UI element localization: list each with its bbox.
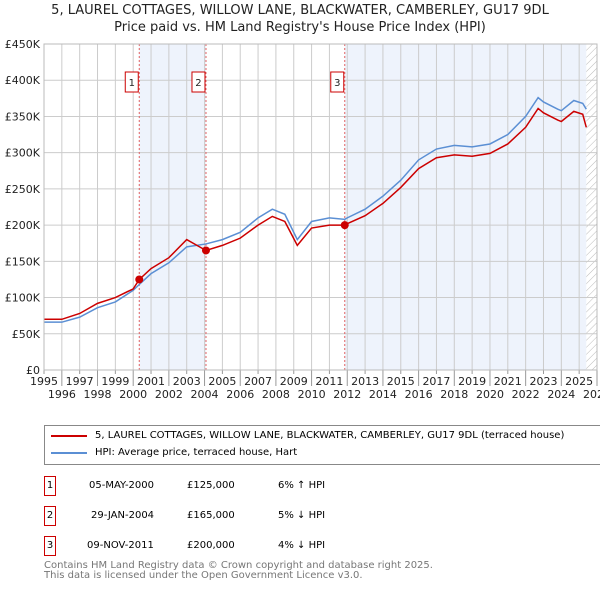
x-tick-label: 2019 xyxy=(458,375,486,388)
sale-label-box xyxy=(191,71,206,93)
legend-swatch-property xyxy=(51,434,87,437)
sale-point xyxy=(340,221,349,230)
forecast-hatch xyxy=(586,44,597,370)
sale-badge: 1 xyxy=(44,476,56,496)
y-tick-label: £100K xyxy=(5,292,41,305)
x-tick-label: 1999 xyxy=(101,375,129,388)
sale-price: £165,000 xyxy=(187,510,235,521)
x-tick-label: 2022 xyxy=(512,388,540,401)
y-tick-label: £400K xyxy=(5,74,41,87)
sale-label: 2 xyxy=(195,78,201,89)
x-tick-label: 2006 xyxy=(226,388,254,401)
sale-price: £125,000 xyxy=(187,480,235,491)
x-tick-label: 2014 xyxy=(369,388,397,401)
legend: 5, LAUREL COTTAGES, WILLOW LANE, BLACKWA… xyxy=(44,425,600,465)
x-tick-label: 1998 xyxy=(84,388,112,401)
sale-date: 09-NOV-2011 xyxy=(87,540,154,551)
x-tick-label: 2023 xyxy=(529,375,557,388)
x-tick-label: 2026 xyxy=(583,388,600,401)
sale-label: 1 xyxy=(129,78,135,89)
footer-line: Contains HM Land Registry data © Crown c… xyxy=(44,560,433,571)
sale-row: 1 05-MAY-2000 £125,000 6% ↑ HPI xyxy=(44,476,444,498)
x-tick-label: 2013 xyxy=(351,375,379,388)
sale-hpi-diff: 6% ↑ HPI xyxy=(278,480,326,491)
x-tick-label: 2007 xyxy=(244,375,272,388)
x-tick-label: 2001 xyxy=(137,375,165,388)
shaded-period xyxy=(344,44,587,370)
legend-hpi: HPI: Average price, terraced house, Hart xyxy=(95,447,298,458)
sale-point xyxy=(201,246,210,255)
sale-price: £200,000 xyxy=(187,540,235,551)
x-tick-label: 2005 xyxy=(208,375,236,388)
x-tick-label: 2025 xyxy=(565,375,593,388)
x-tick-label: 2011 xyxy=(315,375,343,388)
x-tick-label: 2024 xyxy=(547,388,575,401)
sale-hpi-diff: 4% ↓ HPI xyxy=(278,540,326,551)
y-tick-label: £0 xyxy=(26,364,40,377)
chart-title: 5, LAUREL COTTAGES, WILLOW LANE, BLACKWA… xyxy=(51,3,549,18)
sale-date: 29-JAN-2004 xyxy=(91,510,155,521)
x-tick-label: 2003 xyxy=(173,375,201,388)
y-tick-label: £300K xyxy=(5,147,41,160)
x-tick-label: 2020 xyxy=(476,388,504,401)
price-chart: 1995199619971998199920002001200220032004… xyxy=(5,38,600,401)
x-tick-label: 2018 xyxy=(440,388,468,401)
sale-row: 2 29-JAN-2004 £165,000 5% ↓ HPI xyxy=(44,506,444,528)
y-tick-label: £450K xyxy=(5,38,41,51)
shaded-period xyxy=(139,44,206,370)
y-tick-label: £150K xyxy=(5,255,41,268)
x-tick-label: 2012 xyxy=(333,388,361,401)
x-tick-label: 2017 xyxy=(422,375,450,388)
y-tick-label: £350K xyxy=(5,110,41,123)
sale-row: 3 09-NOV-2011 £200,000 4% ↓ HPI xyxy=(44,536,444,558)
x-tick-label: 2021 xyxy=(494,375,522,388)
footer: Contains HM Land Registry data © Crown c… xyxy=(44,561,433,581)
x-tick-label: 2009 xyxy=(280,375,308,388)
x-tick-label: 1995 xyxy=(30,375,58,388)
sale-label-box xyxy=(330,71,345,93)
y-tick-label: £50K xyxy=(12,328,41,341)
x-tick-label: 2008 xyxy=(262,388,290,401)
x-tick-label: 2000 xyxy=(119,388,147,401)
x-tick-label: 1997 xyxy=(66,375,94,388)
sale-hpi-diff: 5% ↓ HPI xyxy=(278,510,326,521)
sale-label: 3 xyxy=(334,78,340,89)
sale-date: 05-MAY-2000 xyxy=(89,480,155,491)
x-tick-label: 2010 xyxy=(298,388,326,401)
plot-border xyxy=(43,43,598,371)
x-tick-label: 1996 xyxy=(48,388,76,401)
sale-badge: 3 xyxy=(44,536,56,556)
legend-swatch-hpi xyxy=(51,451,87,454)
footer-line: This data is licensed under the Open Gov… xyxy=(44,570,363,581)
sale-badge: 2 xyxy=(44,506,56,526)
y-tick-label: £200K xyxy=(5,219,41,232)
x-tick-label: 2002 xyxy=(155,388,183,401)
x-tick-label: 2016 xyxy=(405,388,433,401)
legend-property: 5, LAUREL COTTAGES, WILLOW LANE, BLACKWA… xyxy=(95,430,565,441)
chart-subtitle: Price paid vs. HM Land Registry's House … xyxy=(114,20,486,35)
sale-point xyxy=(135,275,144,284)
x-tick-label: 2015 xyxy=(387,375,415,388)
x-tick-label: 2004 xyxy=(191,388,219,401)
sale-label-box xyxy=(124,71,139,93)
y-tick-label: £250K xyxy=(5,183,41,196)
